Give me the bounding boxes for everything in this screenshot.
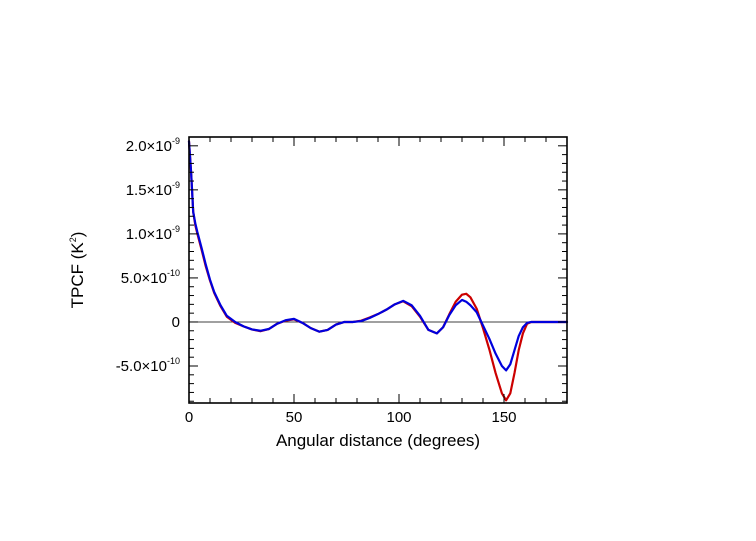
y-tick-label-mantissa: 5.0×10 (121, 270, 167, 287)
y-tick-label-mantissa: 0 (172, 314, 180, 331)
y-axis-label-main: TPCF (K (68, 242, 87, 309)
y-tick-label-exponent: -9 (172, 180, 180, 190)
y-tick-label-exponent: -9 (172, 224, 180, 234)
y-tick-labels: -5.0×10-1005.0×10-101.0×10-91.5×10-92.0×… (116, 136, 180, 375)
y-tick-label: -5.0×10-10 (116, 356, 180, 375)
y-tick-label-mantissa: 1.5×10 (126, 182, 172, 199)
x-tick-label: 100 (386, 409, 411, 426)
x-tick-label: 150 (491, 409, 516, 426)
y-axis-label-end: ) (68, 232, 87, 238)
y-tick-label: 5.0×10-10 (121, 268, 180, 287)
y-tick-label: 0 (172, 314, 180, 331)
plot-frame (188, 136, 568, 404)
y-tick-label-exponent: -10 (167, 268, 180, 278)
y-tick-label-mantissa: 1.0×10 (126, 226, 172, 243)
y-tick-label-mantissa: 2.0×10 (126, 138, 172, 155)
series-line-2 (187, 140, 569, 372)
y-axis-label: TPCF (K2) (68, 232, 87, 309)
y-tick-label: 1.5×10-9 (126, 180, 180, 199)
x-tick-labels: 0 50 100 150 (185, 409, 517, 426)
y-tick-label: 2.0×10-9 (126, 136, 180, 155)
x-axis-label: Angular distance (degrees) (276, 431, 480, 450)
ticks-group (189, 137, 567, 403)
y-axis-label-sup: 2 (68, 237, 78, 242)
x-tick-label: 0 (185, 409, 193, 426)
x-tick-label: 50 (286, 409, 303, 426)
y-tick-label-exponent: -9 (172, 136, 180, 146)
y-tick-label-mantissa: -5.0×10 (116, 358, 167, 375)
y-tick-label: 1.0×10-9 (126, 224, 180, 243)
y-tick-label-exponent: -10 (167, 356, 180, 366)
series-group (187, 140, 569, 402)
